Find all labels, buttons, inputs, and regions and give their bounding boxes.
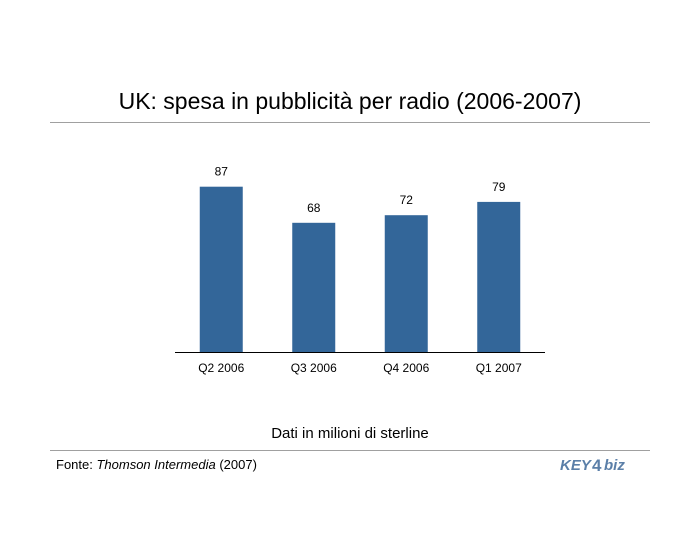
bar-q1-2007 [477,201,521,352]
bar-q4-2006 [384,215,428,352]
svg-text:4: 4 [592,456,602,475]
tick-labels-layer: Q2 2006 Q3 2006 Q4 2006 Q1 2007 [198,361,522,375]
labels-layer: 87 68 72 79 [215,165,506,215]
bar-q2-2006 [199,186,243,352]
svg-text:biz: biz [604,457,625,474]
x-tick-label: Q4 2006 [383,361,429,375]
x-tick-label: Q2 2006 [198,361,244,375]
data-label: 72 [400,193,414,207]
svg-text:KEY: KEY [560,457,593,474]
bars-layer [199,186,521,352]
key4biz-logo: KEY 4 biz [560,456,625,475]
bar-q3-2006 [292,222,336,352]
footer-divider [50,450,650,451]
data-label: 79 [492,180,506,194]
data-label: 68 [307,201,321,215]
chart-title: UK: spesa in pubblicità per radio (2006-… [118,88,582,114]
source-credit: Fonte: Thomson Intermedia (2007) [56,457,257,473]
data-label: 87 [215,165,229,179]
x-tick-label: Q3 2006 [291,361,337,375]
source-year: (2007) [215,457,257,472]
source-prefix: Fonte: [56,457,97,472]
title-divider [50,122,650,123]
x-tick-label: Q1 2007 [476,361,522,375]
source-publisher: Thomson Intermedia [96,457,216,472]
chart-units-note: Dati in milioni di sterline [271,425,429,442]
